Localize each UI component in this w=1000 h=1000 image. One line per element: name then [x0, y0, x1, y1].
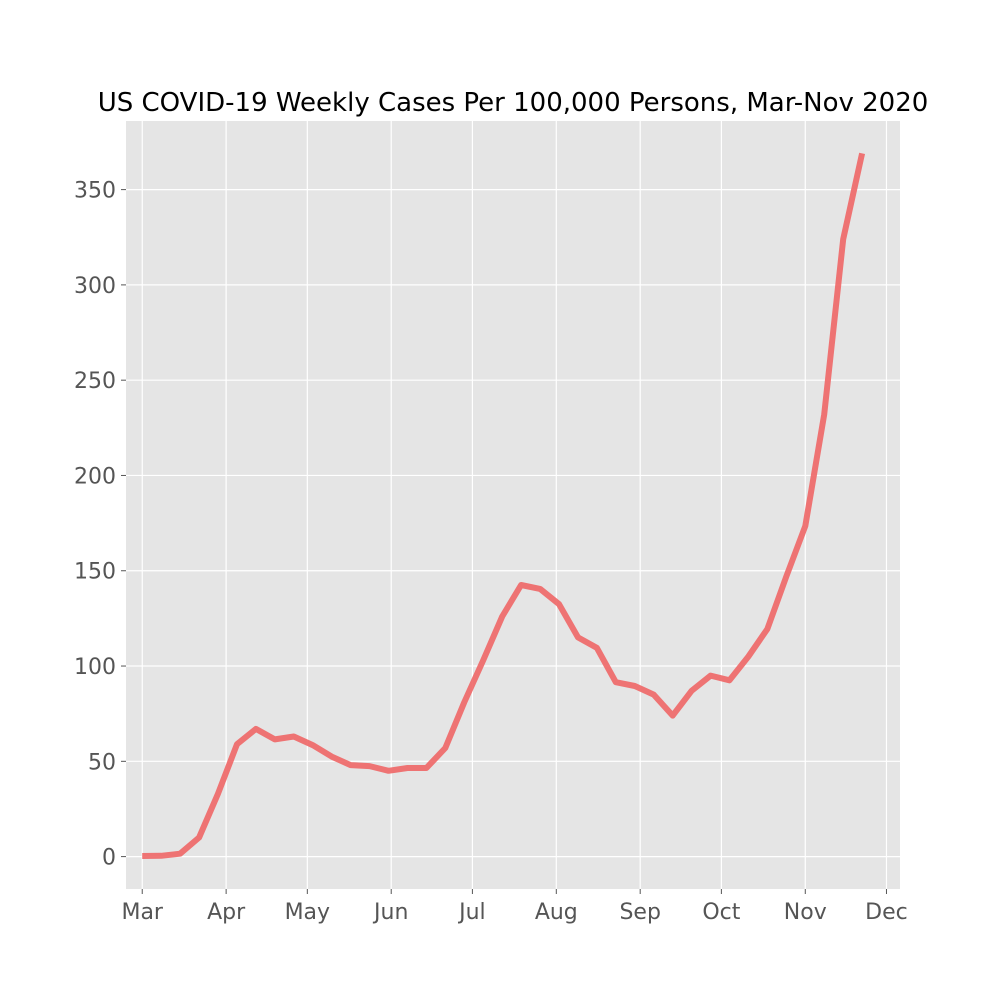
- y-tick-label: 350: [74, 179, 116, 204]
- data-point: [727, 677, 733, 683]
- series-line: [142, 152, 866, 859]
- data-point: [537, 586, 543, 592]
- x-tick-label: Sep: [619, 900, 660, 925]
- x-tick-label: Dec: [865, 900, 908, 925]
- data-point: [272, 736, 278, 742]
- x-tick-label: Aug: [535, 900, 578, 925]
- y-axis: 0 50 100 150 200 250 300 350: [74, 179, 126, 871]
- data-point: [802, 523, 808, 529]
- data-point: [329, 754, 335, 760]
- y-tick-label: 50: [88, 750, 116, 775]
- data-point: [196, 835, 202, 841]
- data-point: [670, 713, 676, 719]
- x-tick-label: Nov: [784, 900, 827, 925]
- data-point: [651, 692, 657, 698]
- data-point: [177, 851, 183, 857]
- data-point: [348, 762, 354, 768]
- data-point: [158, 853, 164, 859]
- data-point: [764, 626, 770, 632]
- y-tick-label: 100: [74, 655, 116, 680]
- series-layer: [139, 150, 866, 859]
- data-point: [821, 412, 827, 418]
- data-point: [613, 679, 619, 685]
- x-tick-label: Mar: [121, 900, 163, 925]
- x-tick-label: Apr: [207, 900, 246, 925]
- y-tick-label: 0: [102, 846, 116, 871]
- grid: [126, 121, 900, 889]
- data-point: [423, 765, 429, 771]
- x-tick-label: Jul: [457, 900, 486, 925]
- data-point: [575, 634, 581, 640]
- data-point: [367, 763, 373, 769]
- data-point: [840, 236, 846, 242]
- x-axis: Mar Apr May Jun Jul Aug Sep Oct Nov Dec: [121, 889, 908, 925]
- data-point: [859, 150, 865, 156]
- y-tick-label: 250: [74, 369, 116, 394]
- data-point: [234, 741, 240, 747]
- data-point: [291, 734, 297, 740]
- chart-title: US COVID-19 Weekly Cases Per 100,000 Per…: [98, 88, 929, 118]
- data-point: [689, 688, 695, 694]
- data-point: [783, 574, 789, 580]
- data-point: [310, 742, 316, 748]
- data-point: [499, 614, 505, 620]
- data-point: [594, 645, 600, 651]
- data-point: [708, 673, 714, 679]
- y-tick-label: 300: [74, 274, 116, 299]
- data-point: [139, 853, 145, 859]
- data-point: [215, 791, 221, 797]
- x-tick-label: Oct: [702, 900, 740, 925]
- plot-background: [126, 121, 900, 889]
- y-tick-label: 150: [74, 560, 116, 585]
- data-point: [386, 768, 392, 774]
- data-point: [632, 683, 638, 689]
- y-tick-label: 200: [74, 464, 116, 489]
- data-point: [745, 654, 751, 660]
- data-point: [480, 657, 486, 663]
- x-tick-label: May: [285, 900, 330, 925]
- data-point: [405, 765, 411, 771]
- x-tick-label: Jun: [372, 900, 408, 925]
- data-point: [442, 745, 448, 751]
- data-point: [556, 601, 562, 607]
- data-point: [253, 726, 259, 732]
- data-point: [518, 582, 524, 588]
- data-point: [461, 699, 467, 705]
